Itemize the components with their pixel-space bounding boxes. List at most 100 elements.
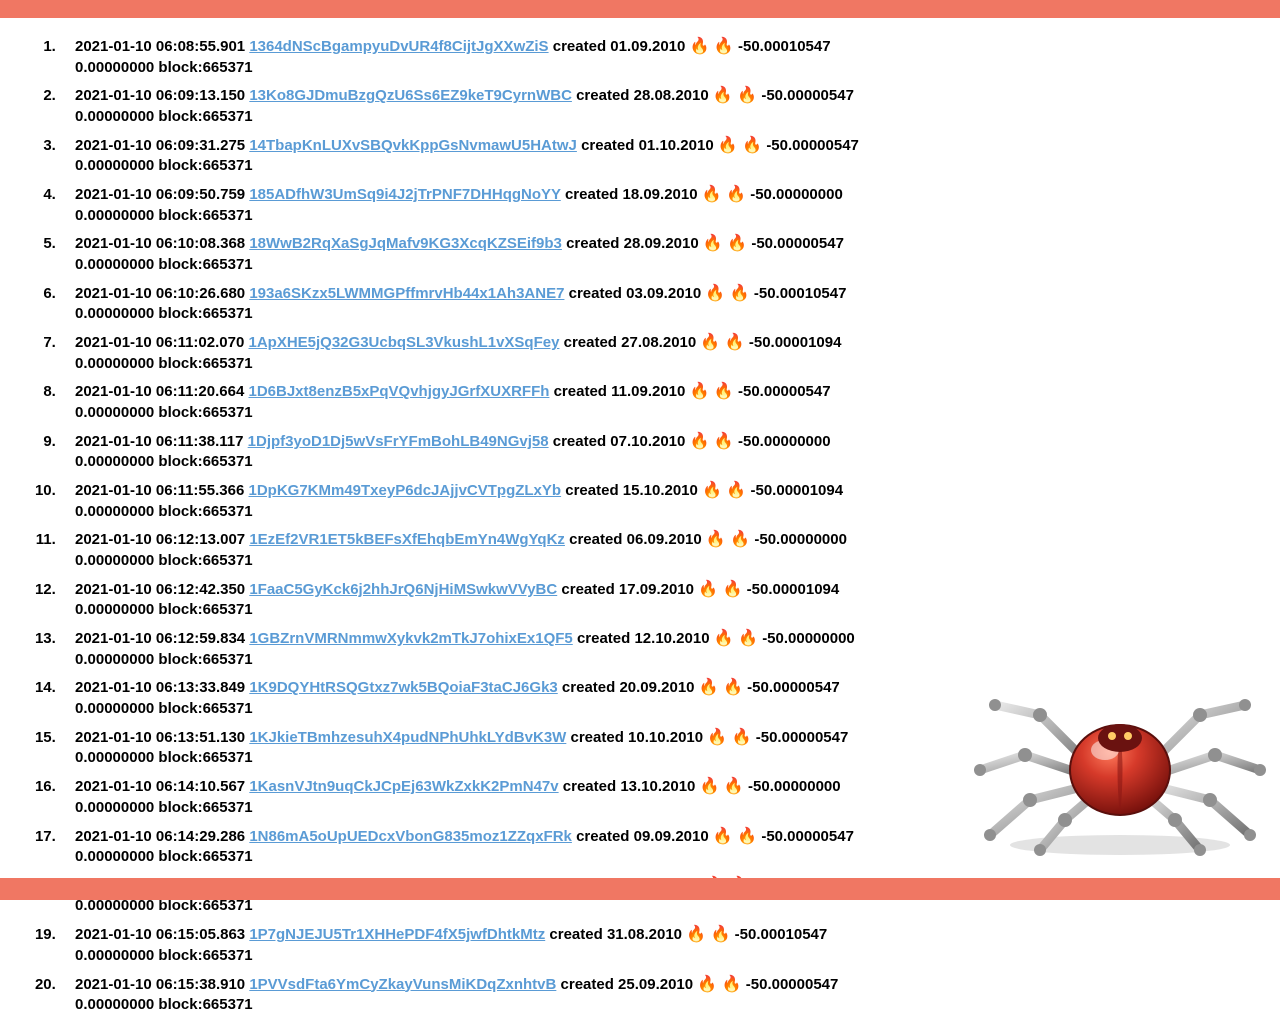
address-link[interactable]: 1GBZrnVMRNmmwXykvk2mTkJ7ohixEx1QF5 [249,630,572,647]
address-link[interactable]: 193a6SKzx5LWMMGPffmrvHb44x1Ah3ANE7 [249,285,564,302]
address-link[interactable]: 1DpKG7KMm49TxeyP6dcJAjjvCVTpgZLxYb [248,482,561,499]
balance-block-line: 0.00000000 block:665371 [75,156,1240,176]
fire-icon: 🔥 🔥 [697,976,741,993]
fire-icon: 🔥 🔥 [700,778,744,795]
fire-icon: 🔥 🔥 [705,285,749,302]
address-link[interactable]: 1FaaC5GyKck6j2hhJrQ6NjHiMSwkwVVyBC [249,581,557,598]
created-text: created 01.09.2010 [553,38,686,55]
amount: -50.00010547 [735,926,828,943]
created-text: created 11.09.2010 [554,383,686,400]
fire-icon: 🔥 🔥 [699,679,743,696]
amount: -50.00000547 [751,235,844,252]
timestamp: 2021-01-10 06:11:20.664 [75,383,244,400]
amount: -50.00000547 [756,729,849,746]
balance-block-line: 0.00000000 block:665371 [75,551,1240,571]
list-item: 2021-01-10 06:10:08.368 18WwB2RqXaSgJqMa… [60,233,1240,275]
list-item: 2021-01-10 06:09:50.759 185ADfhW3UmSq9i4… [60,184,1240,226]
list-item: 2021-01-10 06:11:38.117 1Djpf3yoD1Dj5wVs… [60,431,1240,473]
fire-icon: 🔥 🔥 [706,531,750,548]
address-link[interactable]: 1KJkieTBmhzesuhX4pudNPhUhkLYdBvK3W [249,729,566,746]
timestamp: 2021-01-10 06:09:31.275 [75,137,245,154]
created-text: created 17.09.2010 [561,581,694,598]
created-text: created 25.09.2010 [561,976,694,993]
fire-icon: 🔥 🔥 [690,38,734,55]
created-text: created 09.09.2010 [576,828,709,845]
list-item: 2021-01-10 06:10:26.680 193a6SKzx5LWMMGP… [60,283,1240,325]
fire-icon: 🔥 🔥 [686,926,730,943]
address-link[interactable]: 1Djpf3yoD1Dj5wVsFrYFmBohLB49NGvj58 [248,433,549,450]
list-item: 2021-01-10 06:11:20.664 1D6BJxt8enzB5xPq… [60,381,1240,423]
address-link[interactable]: 1P7gNJEJU5Tr1XHHePDF4fX5jwfDhtkMtz [249,926,545,943]
created-text: created 15.10.2010 [565,482,698,499]
fire-icon: 🔥 🔥 [714,630,758,647]
timestamp: 2021-01-10 06:09:13.150 [75,87,245,104]
created-text: created 27.08.2010 [564,334,697,351]
list-item: 2021-01-10 06:08:55.901 1364dNScBgampyuD… [60,36,1240,78]
bottom-bar [0,878,1280,900]
address-link[interactable]: 1ApXHE5jQ32G3UcbqSL3VkushL1vXSqFey [248,334,559,351]
fire-icon: 🔥 🔥 [713,87,757,104]
balance-block-line: 0.00000000 block:665371 [75,107,1240,127]
timestamp: 2021-01-10 06:11:02.070 [75,334,244,351]
amount: -50.00001094 [751,482,844,499]
address-link[interactable]: 1D6BJxt8enzB5xPqVQvhjgyJGrfXUXRFFh [248,383,549,400]
balance-block-line: 0.00000000 block:665371 [75,58,1240,78]
address-link[interactable]: 1PVVsdFta6YmCyZkayVunsMiKDqZxnhtvB [249,976,556,993]
timestamp: 2021-01-10 06:12:42.350 [75,581,245,598]
address-link[interactable]: 14TbapKnLUXvSBQvkKppGsNvmawU5HAtwJ [249,137,577,154]
address-link[interactable]: 1364dNScBgampyuDvUR4f8CijtJgXXwZiS [249,38,548,55]
amount: -50.00000547 [738,383,831,400]
address-link[interactable]: 1N86mA5oUpUEDcxVbonG835moz1ZZqxFRk [249,828,572,845]
address-link[interactable]: 185ADfhW3UmSq9i4J2jTrPNF7DHHqgNoYY [249,186,560,203]
balance-block-line: 0.00000000 block:665371 [75,600,1240,620]
amount: -50.00000547 [747,679,840,696]
amount: -50.00010547 [738,38,831,55]
fire-icon: 🔥 🔥 [718,137,762,154]
created-text: created 12.10.2010 [577,630,710,647]
timestamp: 2021-01-10 06:08:55.901 [75,38,245,55]
timestamp: 2021-01-10 06:12:13.007 [75,531,245,548]
fire-icon: 🔥 🔥 [702,482,746,499]
amount: -50.00000000 [738,433,831,450]
balance-block-line: 0.00000000 block:665371 [75,255,1240,275]
address-link[interactable]: 1EzEf2VR1ET5kBEFsXfEhqbEmYn4WgYqKz [249,531,565,548]
balance-block-line: 0.00000000 block:665371 [75,403,1240,423]
created-text: created 06.09.2010 [569,531,702,548]
list-item: 2021-01-10 06:11:55.366 1DpKG7KMm49TxeyP… [60,480,1240,522]
address-link[interactable]: 13Ko8GJDmuBzgQzU6Ss6EZ9keT9CyrnWBC [249,87,572,104]
created-text: created 07.10.2010 [553,433,686,450]
amount: -50.00000547 [761,828,854,845]
timestamp: 2021-01-10 06:11:38.117 [75,433,243,450]
address-link[interactable]: 1KasnVJtn9uqCkJCpEj63WkZxkK2PmN47v [249,778,558,795]
timestamp: 2021-01-10 06:14:29.286 [75,828,245,845]
created-text: created 31.08.2010 [549,926,682,943]
timestamp: 2021-01-10 06:15:05.863 [75,926,245,943]
created-text: created 13.10.2010 [563,778,696,795]
created-text: created 28.08.2010 [576,87,709,104]
timestamp: 2021-01-10 06:13:51.130 [75,729,245,746]
list-item: 2021-01-10 06:11:02.070 1ApXHE5jQ32G3Ucb… [60,332,1240,374]
address-link[interactable]: 18WwB2RqXaSgJqMafv9KG3XcqKZSEif9b3 [249,235,562,252]
amount: -50.00000000 [762,630,855,647]
amount: -50.00000547 [761,87,854,104]
amount: -50.00010547 [754,285,847,302]
amount: -50.00000547 [766,137,859,154]
list-item: 2021-01-10 06:15:05.863 1P7gNJEJU5Tr1XHH… [60,924,1240,966]
spider-icon [970,670,1270,860]
timestamp: 2021-01-10 06:09:50.759 [75,186,245,203]
address-link[interactable]: 1K9DQYHtRSQGtxz7wk5BQoiaF3taCJ6Gk3 [249,679,557,696]
fire-icon: 🔥 🔥 [690,383,734,400]
list-item: 2021-01-10 06:09:13.150 13Ko8GJDmuBzgQzU… [60,85,1240,127]
balance-block-line: 0.00000000 block:665371 [75,502,1240,522]
created-text: created 20.09.2010 [562,679,695,696]
created-text: created 10.10.2010 [571,729,704,746]
list-item: 2021-01-10 06:15:38.910 1PVVsdFta6YmCyZk… [60,974,1240,1016]
amount: -50.00000547 [746,976,839,993]
list-item: 2021-01-10 06:12:42.350 1FaaC5GyKck6j2hh… [60,579,1240,621]
balance-block-line: 0.00000000 block:665371 [75,995,1240,1015]
fire-icon: 🔥 🔥 [690,433,734,450]
timestamp: 2021-01-10 06:12:59.834 [75,630,245,647]
timestamp: 2021-01-10 06:10:08.368 [75,235,245,252]
timestamp: 2021-01-10 06:14:10.567 [75,778,245,795]
balance-block-line: 0.00000000 block:665371 [75,354,1240,374]
